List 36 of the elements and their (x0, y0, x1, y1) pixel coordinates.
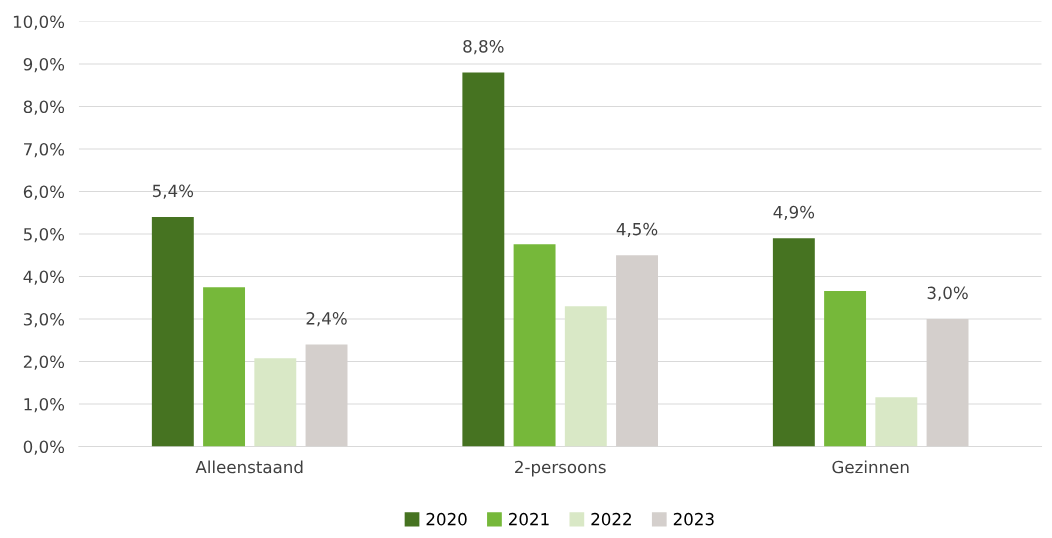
data-label: 3,0% (927, 286, 968, 301)
bar (151, 217, 194, 447)
bar (203, 287, 246, 447)
bar (926, 319, 969, 447)
y-tick-label: 2,0% (23, 355, 65, 370)
y-tick-label: 7,0% (24, 142, 65, 158)
y-tick-label: 1,0% (24, 398, 65, 413)
bar (616, 255, 658, 447)
y-tick-label: 3,0% (23, 313, 65, 328)
data-label: 4,9% (773, 205, 815, 221)
data-label: 2,4% (306, 312, 347, 327)
bar (305, 344, 348, 447)
legend-label: 2021 (508, 512, 549, 526)
y-tick-label: 0,0% (23, 440, 65, 455)
bar (513, 244, 556, 447)
bar (824, 290, 867, 447)
legend-label: 2022 (591, 512, 631, 526)
bar (254, 358, 297, 447)
data-label: 5,4% (152, 184, 194, 199)
y-tick-label: 10,0% (13, 15, 65, 30)
y-tick-label: 4,0% (23, 270, 65, 285)
x-tick-label: Alleenstaand (195, 460, 303, 474)
y-tick-label: 8,0% (23, 100, 65, 115)
x-tick-label: Gezinnen (832, 460, 909, 474)
legend-label: 2020 (426, 512, 467, 526)
y-tick-label: 6,0% (23, 185, 65, 200)
y-tick-label: 9,0% (23, 57, 65, 73)
bar (875, 397, 918, 447)
x-tick-label: 2-persoons (515, 460, 606, 477)
data-label: 8,8% (463, 40, 504, 55)
data-label: 4,5% (616, 222, 658, 238)
y-tick-label: 5,0% (23, 227, 65, 243)
bar (462, 72, 505, 447)
legend-label: 2023 (673, 512, 714, 526)
bar (772, 238, 815, 447)
bar (564, 306, 607, 447)
